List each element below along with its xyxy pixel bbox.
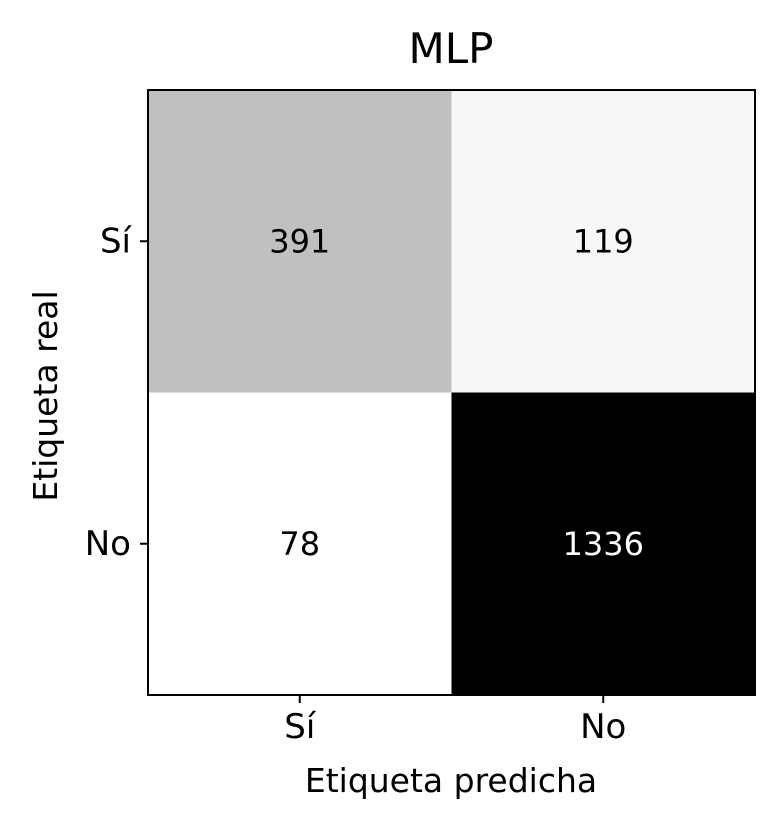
cell-value-label: 1336 [563, 525, 644, 563]
y-axis-ticks: Sí No [85, 221, 148, 564]
y-tick-label: Sí [100, 221, 133, 261]
heatmap-cell [451, 392, 756, 696]
cell-value-label: 119 [573, 222, 634, 260]
x-axis-label: Etiqueta predicha [305, 761, 597, 800]
chart-title: MLP [409, 24, 494, 73]
heatmap-cell [148, 392, 452, 696]
x-tick-label: No [580, 707, 626, 747]
cell-value-label: 391 [269, 222, 330, 260]
x-tick-label: Sí [284, 707, 317, 747]
plot-frame [147, 89, 756, 696]
heatmap-cells: 391 119 78 1336 [148, 90, 756, 696]
x-axis-ticks: Sí No [284, 695, 626, 747]
heatmap-cell [451, 90, 756, 393]
cell-value-label: 78 [279, 525, 320, 563]
heatmap-cell [148, 90, 452, 393]
y-tick-label: No [85, 524, 131, 564]
y-axis-label: Etiqueta real [26, 290, 65, 501]
